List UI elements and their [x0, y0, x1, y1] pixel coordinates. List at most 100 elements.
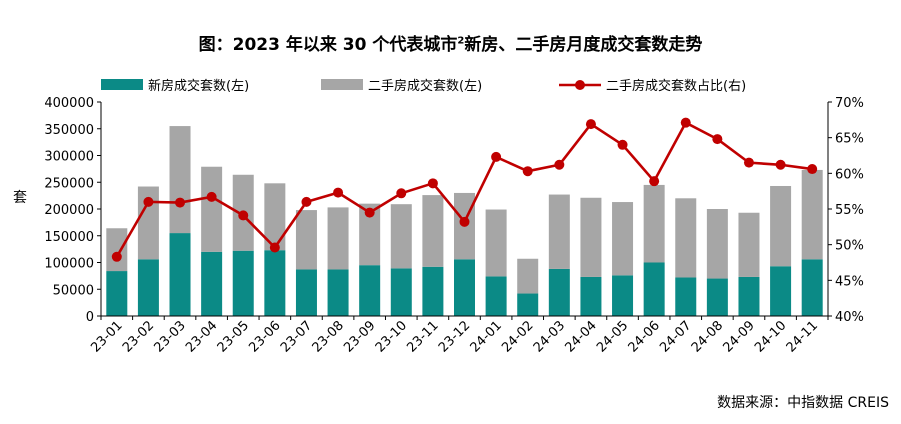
legend-label-ratio: 二手房成交套数占比(右) — [606, 78, 746, 94]
bar-second-hand — [359, 203, 381, 266]
bar-new-house — [390, 268, 412, 316]
ratio-point — [206, 191, 217, 202]
x-tick-label: 24-06 — [626, 318, 663, 355]
bar-new-house — [422, 266, 444, 316]
ratio-point — [459, 216, 470, 227]
x-tick-label: 23-05 — [215, 318, 252, 355]
x-tick-label: 24-05 — [594, 318, 631, 355]
combo-chart: 0 50000 100000 150000 200000 250000 300000 3500… — [13, 78, 864, 356]
bar-new-house — [232, 250, 254, 316]
y-right-tick-label: 40% — [835, 310, 864, 325]
x-tick-label: 24-07 — [657, 318, 694, 355]
legend-swatch-second-hand — [321, 79, 363, 90]
bar-new-house — [643, 262, 665, 316]
bar-new-house — [580, 276, 602, 316]
y-left-tick-label: 100000 — [44, 257, 94, 272]
legend-marker-ratio — [575, 80, 585, 90]
y-right-tick-label: 45% — [835, 274, 864, 289]
bar-new-house — [327, 269, 349, 316]
bar-new-house — [675, 277, 697, 316]
x-tick-label: 23-07 — [278, 318, 315, 355]
bar-new-house — [801, 259, 823, 316]
x-tick-label: 23-12 — [436, 318, 473, 355]
bar-new-house — [454, 259, 475, 316]
legend-swatch-new-house — [101, 79, 143, 90]
x-tick-label: 24-01 — [468, 318, 505, 355]
bar-second-hand — [706, 209, 728, 279]
y-left-tick-label: 200000 — [44, 203, 94, 218]
x-tick-label: 23-02 — [120, 318, 157, 355]
x-tick-label: 23-11 — [404, 318, 441, 355]
y-left-tick-label: 400000 — [44, 96, 94, 111]
bar-second-hand — [390, 204, 412, 269]
bar-new-house — [295, 269, 317, 316]
y-left-tick-label: 50000 — [53, 283, 94, 298]
ratio-point — [143, 196, 154, 207]
title-prefix: 图：2023 年以来 30 个代表城市 — [198, 35, 458, 55]
source-note: 数据来源：中指数据 CREIS — [717, 395, 889, 411]
ratio-point — [522, 166, 533, 177]
ratio-point — [491, 151, 502, 162]
bar-second-hand — [169, 126, 191, 234]
x-tick-label: 23-06 — [246, 318, 283, 355]
x-tick-label: 24-11 — [784, 318, 821, 355]
bar-second-hand — [422, 195, 444, 267]
bar-new-house — [106, 271, 128, 316]
bar-second-hand — [137, 186, 159, 260]
bar-new-house — [706, 278, 728, 316]
bar-second-hand — [612, 202, 634, 276]
x-tick-label: 24-08 — [689, 318, 726, 355]
bar-second-hand — [517, 258, 539, 294]
x-tick-label: 23-03 — [152, 318, 189, 355]
x-tick-label: 24-04 — [562, 318, 599, 355]
x-tick-label: 24-02 — [499, 318, 536, 355]
bar-second-hand — [738, 212, 760, 277]
y-right-tick-label: 50% — [835, 239, 864, 254]
y-left-tick-label: 0 — [86, 310, 94, 325]
bar-second-hand — [485, 209, 507, 277]
y-right-tick-label: 65% — [835, 132, 864, 147]
bar-second-hand — [295, 210, 317, 270]
bar-new-house — [201, 251, 223, 316]
ratio-point — [269, 242, 280, 253]
bar-new-house — [517, 293, 539, 316]
ratio-point — [301, 196, 312, 207]
x-tick-label: 23-10 — [373, 318, 410, 355]
y-left-tick-label: 250000 — [44, 176, 94, 191]
bar-new-house — [738, 276, 760, 316]
chart-title: 图：2023 年以来 30 个代表城市2新房、二手房月度成交套数走势 — [0, 30, 901, 55]
y-left-tick-label: 350000 — [44, 123, 94, 138]
ratio-point — [775, 159, 786, 170]
ratio-point — [333, 187, 344, 198]
ratio-point — [585, 119, 596, 130]
y-left-tick-label: 300000 — [44, 150, 94, 165]
bar-second-hand — [201, 166, 223, 252]
ratio-point — [743, 157, 754, 168]
ratio-point — [554, 159, 565, 170]
bar-new-house — [548, 268, 570, 316]
bar-second-hand — [106, 228, 128, 272]
bar-new-house — [612, 275, 634, 316]
y-left-tick-label: 150000 — [44, 230, 94, 245]
y-right-tick-label: 70% — [835, 96, 864, 111]
bar-second-hand — [801, 169, 823, 260]
title-suffix: 新房、二手房月度成交套数走势 — [464, 35, 703, 55]
bar-new-house — [359, 265, 381, 316]
ratio-point — [238, 210, 249, 221]
bar-new-house — [137, 259, 159, 316]
x-tick-label: 24-10 — [752, 318, 789, 355]
bar-second-hand — [264, 183, 286, 251]
ratio-point — [807, 164, 818, 175]
bar-second-hand — [580, 197, 602, 277]
bar-second-hand — [327, 207, 349, 270]
ratio-point — [712, 134, 723, 145]
ratio-point — [111, 251, 122, 262]
ratio-point — [175, 197, 186, 208]
bar-second-hand — [770, 185, 792, 267]
legend-label-new-house: 新房成交套数(左) — [148, 78, 249, 94]
ratio-point — [680, 117, 691, 128]
y-right-tick-label: 60% — [835, 167, 864, 182]
x-tick-label: 23-04 — [183, 318, 220, 355]
x-tick-label: 24-09 — [720, 318, 757, 355]
y-axis-label: 套 — [13, 190, 27, 206]
